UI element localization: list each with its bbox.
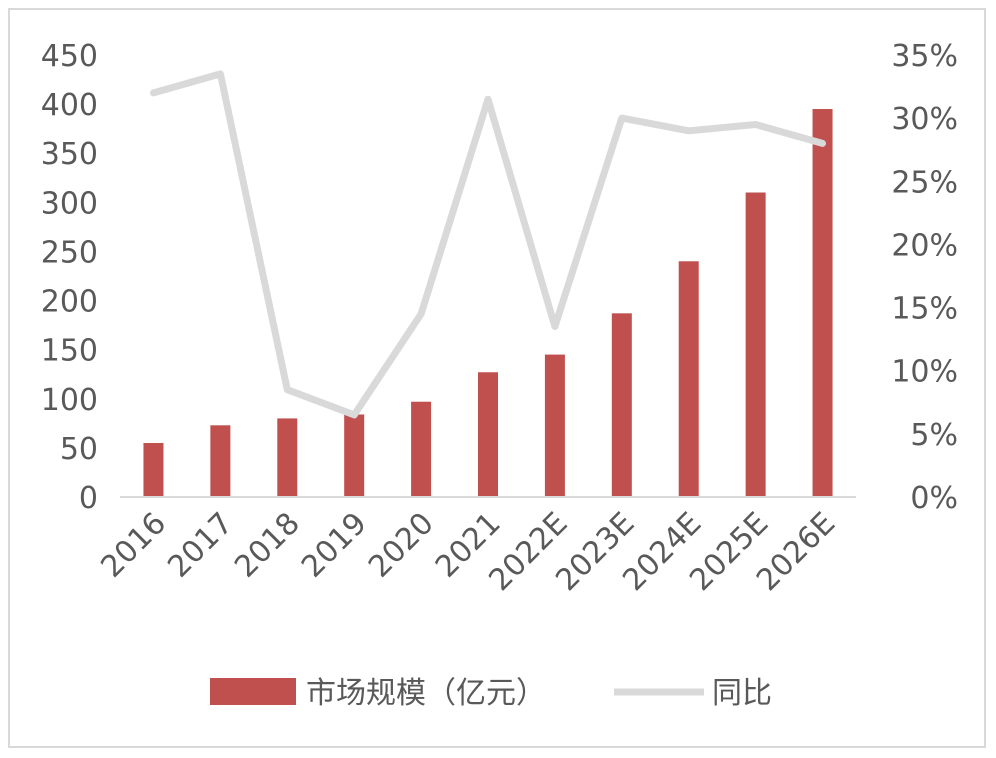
bar-series: [143, 109, 833, 498]
bar-2026E: [812, 109, 833, 498]
left-tick-label: 450: [41, 39, 98, 74]
bar-2020: [411, 401, 432, 497]
left-tick-label: 150: [41, 334, 98, 369]
right-tick-label: 25%: [891, 165, 958, 200]
left-tick-label: 250: [41, 235, 98, 270]
bar-2016: [143, 442, 164, 497]
legend: 市场规模（亿元） 同比: [210, 676, 772, 711]
left-tick-label: 400: [41, 88, 98, 123]
left-axis-ticks: 0 50 100 150 200 250 300 350 400 450: [41, 39, 98, 516]
x-axis-ticks: 2016201720182019202020212022E2023E2024E2…: [94, 506, 842, 598]
right-axis-ticks: 0% 5% 10% 15% 20% 25% 30% 35%: [891, 39, 958, 516]
legend-label-yoy: 同比: [712, 676, 772, 711]
x-tick-label: 2017: [161, 506, 240, 585]
line-series: [150, 70, 826, 419]
right-tick-label: 0%: [910, 481, 958, 516]
left-tick-label: 100: [41, 383, 98, 418]
right-tick-label: 20%: [891, 228, 958, 263]
bar-2017: [210, 425, 231, 497]
bar-2024E: [678, 261, 699, 497]
right-tick-label: 10%: [891, 355, 958, 390]
right-tick-label: 5%: [910, 418, 958, 453]
right-tick-label: 30%: [891, 102, 958, 137]
bar-2025E: [745, 192, 766, 497]
yoy-line: [150, 70, 826, 419]
x-tick-label: 2018: [228, 506, 307, 585]
x-tick-label: 2019: [295, 506, 374, 585]
left-tick-label: 50: [60, 432, 98, 467]
right-tick-label: 15%: [891, 292, 958, 327]
bar-2021: [478, 372, 498, 497]
legend-swatch-market-size: [210, 678, 296, 705]
legend-label-market-size: 市场规模（亿元）: [306, 676, 546, 711]
bar-2022E: [544, 354, 565, 497]
bar-2019: [344, 414, 365, 497]
x-tick-label: 2016: [94, 506, 173, 585]
right-tick-label: 35%: [891, 39, 958, 74]
left-tick-label: 200: [41, 285, 98, 320]
bar-2023E: [611, 313, 632, 497]
bar-2018: [277, 418, 298, 497]
left-tick-label: 350: [41, 137, 98, 172]
left-tick-label: 300: [41, 186, 98, 221]
x-tick-label: 2020: [362, 506, 441, 585]
left-tick-label: 0: [79, 481, 98, 516]
